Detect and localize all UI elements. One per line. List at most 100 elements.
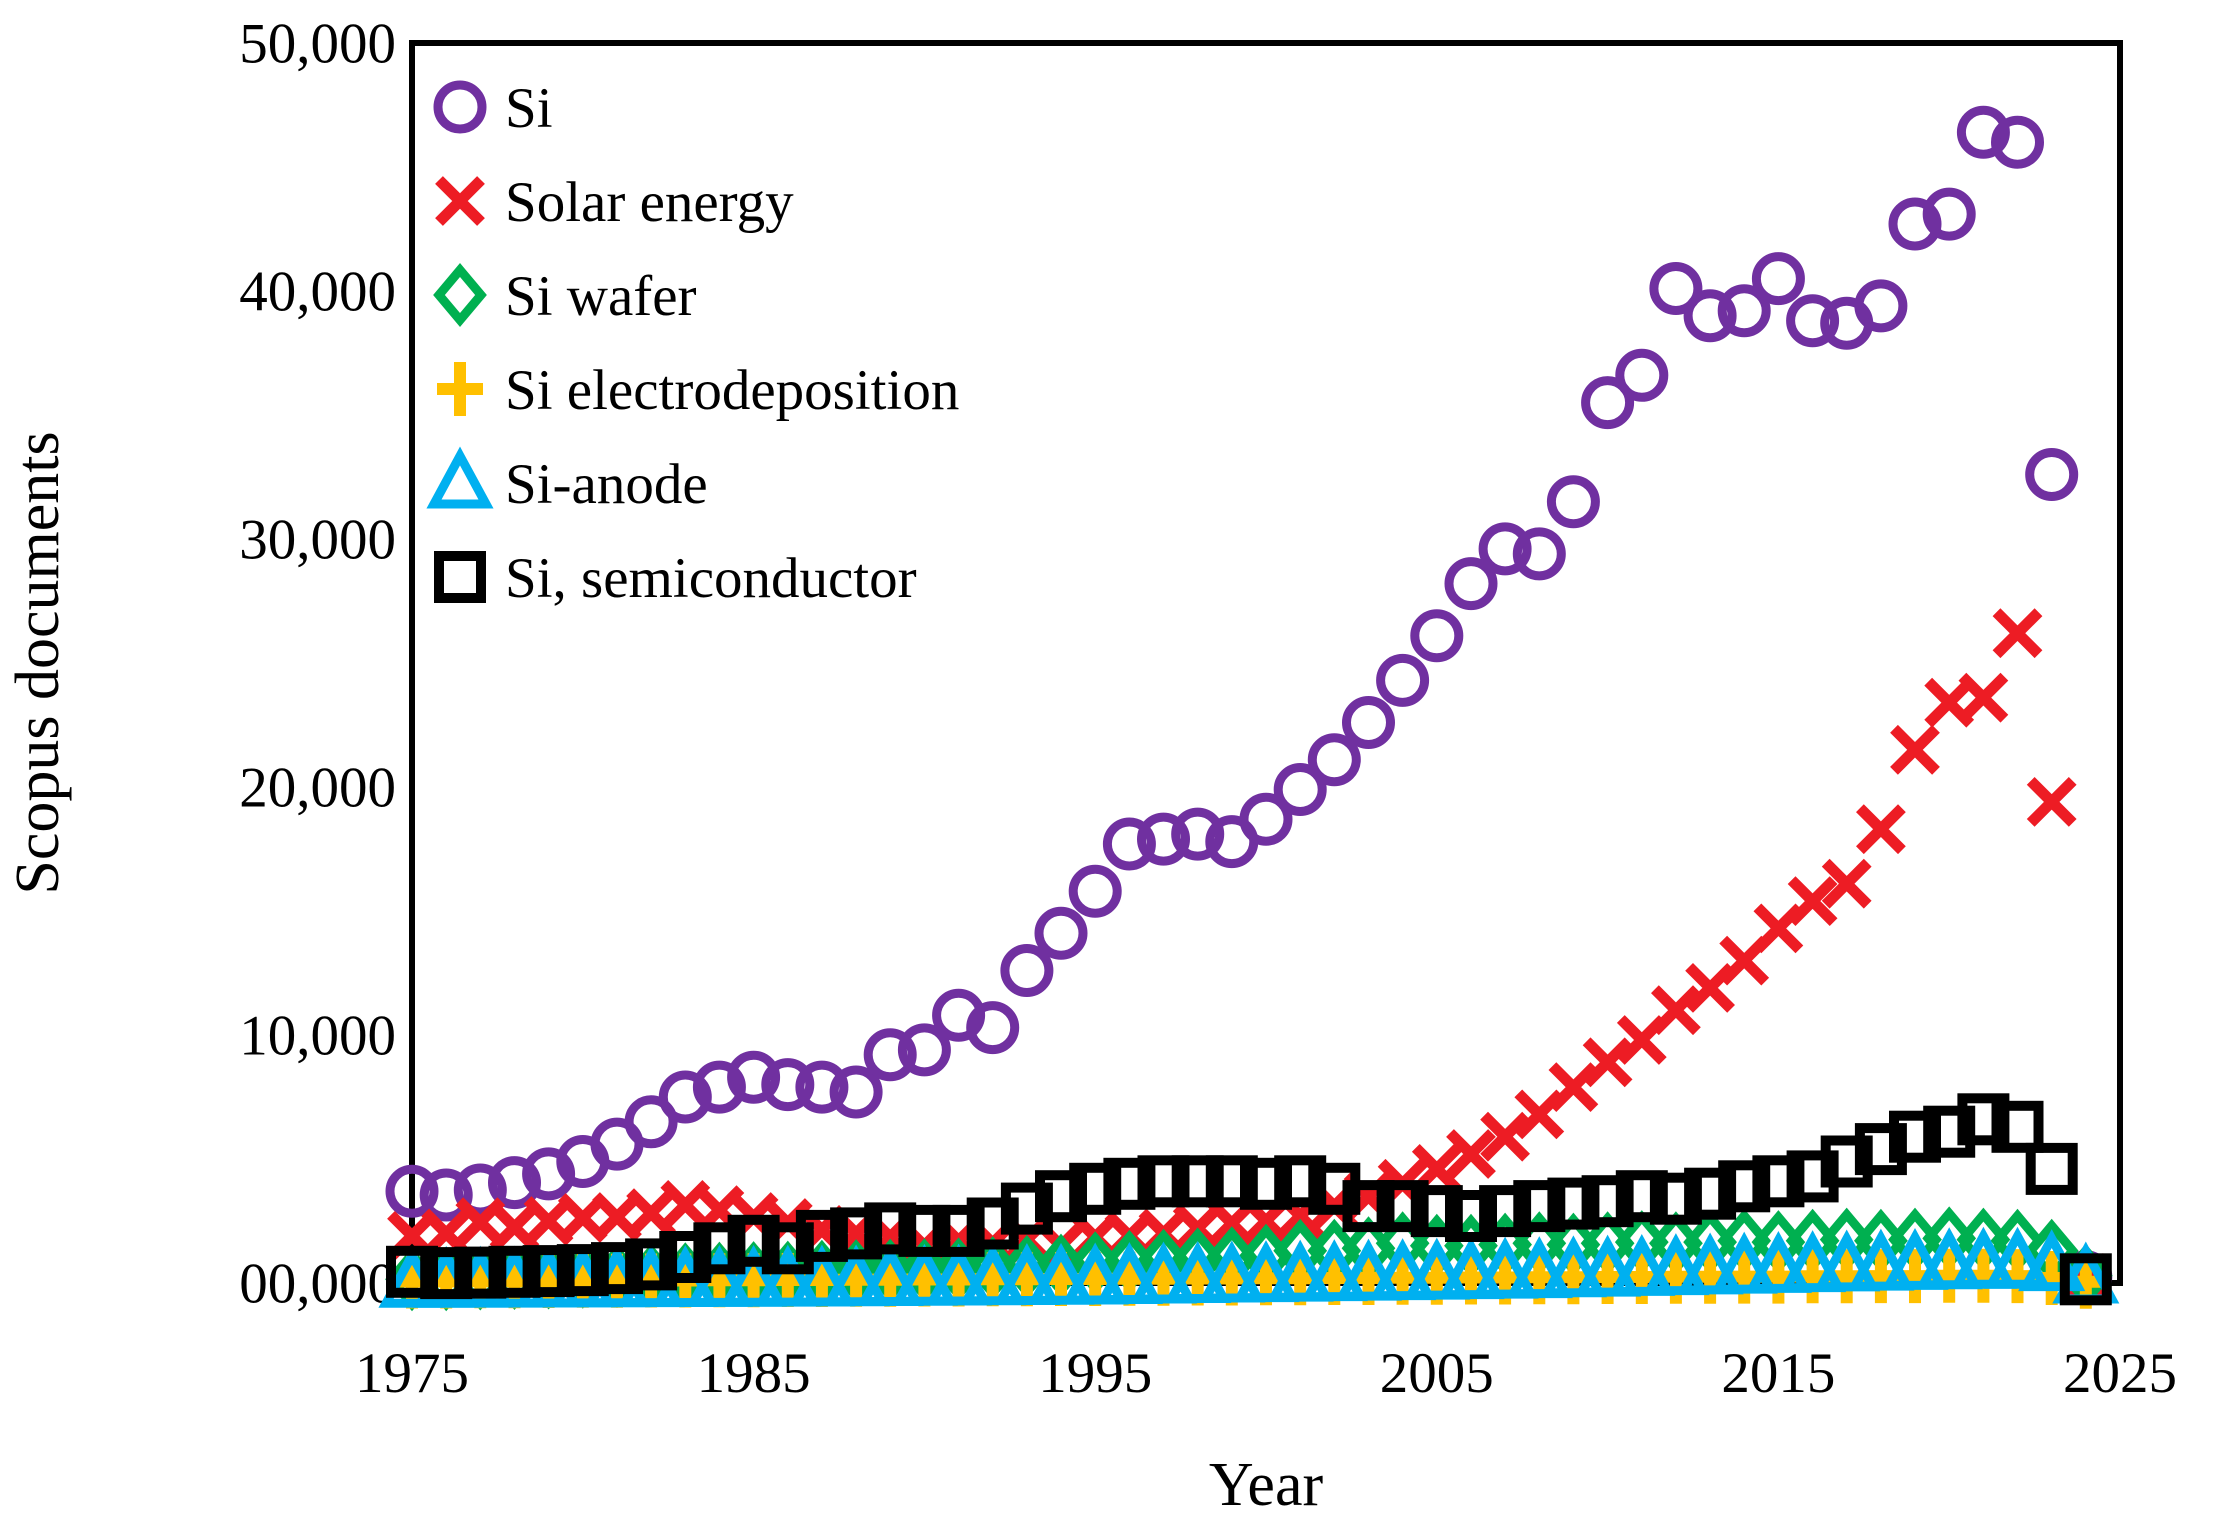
series-si-anode: [378, 1226, 2120, 1308]
circle-marker-icon: [1854, 279, 1908, 333]
legend-item-si-semiconductor: Si, semiconductor: [434, 547, 917, 610]
circle-marker-icon: [795, 1060, 849, 1114]
circle-marker-icon: [692, 1060, 746, 1114]
circle-marker-icon: [1342, 696, 1395, 749]
square-marker-icon: [1923, 1105, 1976, 1158]
legend-label: Si, semiconductor: [505, 547, 917, 610]
triangle-marker-icon: [1983, 1226, 2052, 1289]
circle-marker-icon: [1991, 115, 2044, 169]
tick-layer: 00,000 10,000 20,000 30,000 40,000 50,000 1975…: [239, 12, 2177, 1405]
circle-marker-icon: [1683, 289, 1737, 343]
circle-marker-icon: [1956, 105, 2010, 159]
square-marker-icon: [761, 1222, 814, 1275]
circle-marker-icon: [433, 80, 487, 134]
triangle-marker-icon: [788, 1244, 856, 1307]
circle-marker-icon: [1751, 252, 1805, 306]
triangle-marker-icon: [1300, 1239, 1368, 1302]
y-tick-label: 10,000: [239, 1004, 396, 1067]
square-marker-icon: [1240, 1157, 1292, 1210]
triangle-marker-icon: [1574, 1234, 1642, 1297]
circle-marker-icon: [1102, 817, 1156, 871]
square-marker-icon: [898, 1204, 951, 1257]
circle-marker-icon: [1888, 197, 1942, 251]
triangle-marker-icon: [1505, 1236, 1573, 1299]
triangle-marker-icon: [993, 1243, 1061, 1305]
triangle-marker-icon: [1676, 1232, 1744, 1295]
circle-marker-icon: [1786, 294, 1840, 348]
triangle-marker-icon: [754, 1244, 822, 1307]
circle-marker-icon: [966, 1001, 1020, 1055]
x-marker-icon: [1821, 858, 1872, 909]
square-marker-icon: [1581, 1175, 1634, 1228]
circle-marker-icon: [1444, 557, 1498, 611]
x-marker-icon: [1446, 1129, 1496, 1179]
legend-label: Si-anode: [505, 453, 708, 516]
square-marker-icon: [1445, 1190, 1497, 1242]
triangle-marker-icon: [1744, 1230, 1812, 1293]
triangle-marker-icon: [890, 1243, 958, 1306]
circle-marker-icon: [1273, 763, 1327, 816]
circle-marker-icon: [829, 1065, 883, 1119]
square-marker-icon: [1137, 1155, 1190, 1208]
square-marker-icon: [1205, 1155, 1258, 1208]
square-marker-icon: [1479, 1185, 1532, 1238]
square-marker-icon: [693, 1222, 746, 1275]
circle-marker-icon: [727, 1050, 781, 1104]
legend-label: Solar energy: [505, 171, 794, 234]
circle-marker-icon: [897, 1023, 951, 1077]
circle-marker-icon: [488, 1156, 541, 1210]
x-marker-icon: [1582, 1037, 1633, 1088]
square-marker-icon: [1069, 1162, 1122, 1215]
square-marker-icon: [1991, 1100, 2044, 1153]
x-tick-label: 1975: [355, 1342, 469, 1405]
circle-marker-icon: [1171, 807, 1225, 861]
square-marker-icon: [591, 1242, 643, 1295]
series-layer: [378, 105, 2120, 1312]
triangle-marker-icon: [925, 1243, 993, 1306]
x-marker-icon: [1890, 724, 1940, 775]
x-marker-icon: [435, 176, 485, 226]
circle-marker-icon: [1581, 376, 1635, 430]
circle-marker-icon: [1239, 792, 1293, 846]
triangle-marker-icon: [1642, 1233, 1710, 1296]
square-marker-icon: [1752, 1155, 1805, 1208]
square-marker-icon: [1820, 1135, 1873, 1188]
triangle-marker-icon: [1232, 1240, 1300, 1303]
x-marker-icon: [1958, 672, 2009, 723]
square-marker-icon: [1718, 1160, 1771, 1213]
legend-label: Si electrodeposition: [505, 359, 959, 422]
square-marker-icon: [1547, 1177, 1600, 1230]
x-marker-icon: [1480, 1111, 1530, 1162]
x-tick-label: 2025: [2063, 1342, 2177, 1405]
triangle-marker-icon: [1403, 1237, 1471, 1300]
square-marker-icon: [434, 551, 486, 603]
circle-marker-icon: [658, 1070, 712, 1124]
triangle-marker-icon: [1539, 1235, 1607, 1298]
square-marker-icon: [2059, 1253, 2112, 1306]
triangle-marker-icon: [426, 446, 494, 509]
square-marker-icon: [1103, 1157, 1156, 1210]
square-marker-icon: [1035, 1170, 1087, 1223]
square-marker-icon: [625, 1238, 678, 1291]
triangle-marker-icon: [1813, 1229, 1881, 1292]
circle-marker-icon: [1615, 348, 1669, 402]
circle-marker-icon: [1376, 653, 1430, 707]
circle-marker-icon: [1307, 733, 1361, 787]
legend-item-si-electrodeposition: Si electrodeposition: [437, 359, 959, 422]
square-marker-icon: [966, 1197, 1019, 1250]
x-marker-icon: [1787, 876, 1838, 926]
y-tick-label: 30,000: [239, 508, 396, 571]
circle-marker-icon: [624, 1095, 678, 1149]
x-marker-icon: [626, 1188, 676, 1238]
circle-marker-icon: [863, 1028, 917, 1082]
triangle-marker-icon: [1061, 1242, 1129, 1305]
square-marker-icon: [1684, 1167, 1737, 1220]
square-marker-icon: [1000, 1182, 1053, 1235]
circle-marker-icon: [1922, 187, 1976, 241]
square-marker-icon: [1889, 1110, 1941, 1163]
y-axis-title: Scopus documents: [4, 431, 72, 894]
y-tick-label: 00,000: [239, 1252, 396, 1315]
triangle-marker-icon: [1847, 1228, 1915, 1291]
